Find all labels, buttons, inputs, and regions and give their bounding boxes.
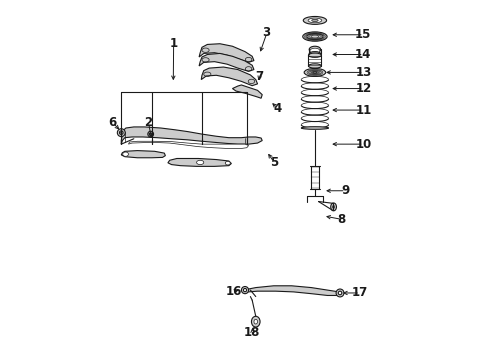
Text: 11: 11 (355, 104, 371, 117)
Text: 18: 18 (244, 326, 260, 339)
Text: 12: 12 (355, 82, 371, 95)
Ellipse shape (309, 64, 321, 68)
Ellipse shape (196, 160, 204, 165)
Polygon shape (168, 158, 231, 166)
Ellipse shape (333, 206, 335, 208)
Ellipse shape (304, 68, 326, 76)
Text: 2: 2 (144, 116, 152, 129)
Text: 1: 1 (169, 37, 177, 50)
Text: 4: 4 (273, 102, 281, 115)
Ellipse shape (313, 72, 317, 73)
Ellipse shape (312, 19, 318, 22)
Text: 10: 10 (355, 138, 371, 150)
Ellipse shape (148, 131, 153, 137)
Ellipse shape (121, 132, 122, 134)
Ellipse shape (242, 287, 248, 294)
Polygon shape (245, 286, 341, 296)
Ellipse shape (331, 203, 337, 211)
Ellipse shape (254, 319, 258, 324)
Polygon shape (122, 127, 262, 144)
Text: 5: 5 (270, 156, 278, 168)
Text: 16: 16 (226, 285, 243, 298)
Ellipse shape (303, 17, 326, 24)
Ellipse shape (251, 316, 260, 327)
Text: 17: 17 (352, 287, 368, 300)
Ellipse shape (120, 131, 123, 134)
Ellipse shape (244, 288, 246, 292)
Ellipse shape (336, 289, 344, 297)
Polygon shape (201, 67, 258, 86)
Text: 9: 9 (342, 184, 349, 197)
Text: 15: 15 (355, 28, 371, 41)
Ellipse shape (309, 46, 320, 53)
Ellipse shape (308, 18, 322, 23)
Ellipse shape (310, 48, 320, 54)
Ellipse shape (309, 51, 320, 56)
Ellipse shape (225, 161, 230, 165)
Polygon shape (128, 141, 248, 148)
Text: 6: 6 (108, 116, 117, 129)
Text: 3: 3 (263, 27, 270, 40)
Ellipse shape (338, 291, 342, 295)
Ellipse shape (309, 53, 321, 57)
Text: 8: 8 (338, 213, 346, 226)
Text: 7: 7 (255, 69, 264, 82)
Ellipse shape (301, 127, 329, 129)
Ellipse shape (117, 129, 125, 136)
Ellipse shape (122, 152, 128, 156)
Polygon shape (122, 150, 166, 158)
Ellipse shape (311, 35, 319, 38)
Ellipse shape (307, 34, 323, 40)
Ellipse shape (303, 32, 327, 41)
Polygon shape (199, 53, 254, 71)
Text: 14: 14 (355, 48, 371, 61)
Text: 13: 13 (355, 66, 371, 79)
Ellipse shape (149, 133, 152, 135)
Polygon shape (232, 85, 262, 98)
Polygon shape (199, 44, 254, 62)
